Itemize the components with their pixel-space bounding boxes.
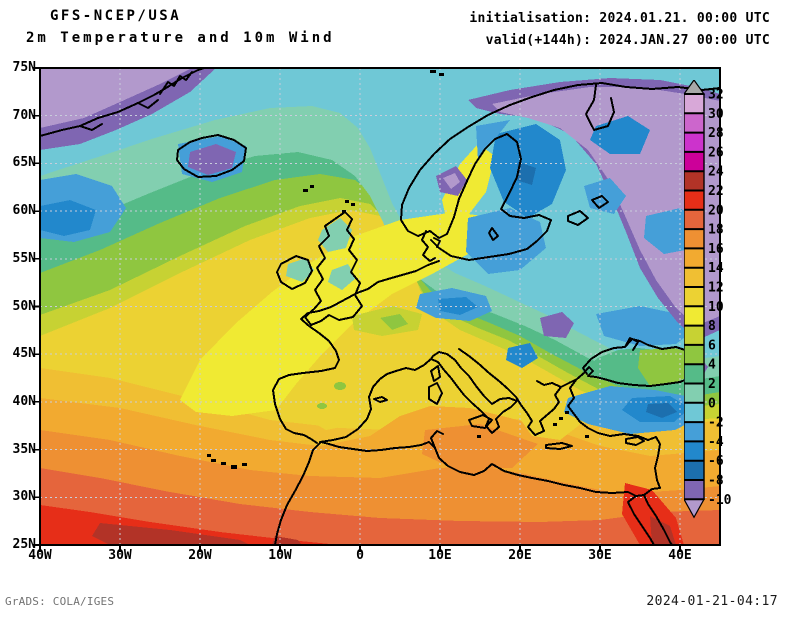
colorbar-over-arrow [684,80,704,94]
colorbar-tick-label: -10 [708,493,732,508]
lat-tick-label: 60N [2,204,36,218]
colorbar-segment [684,133,704,152]
lon-tick-label: 30W [98,549,142,563]
lat-tick-label: 50N [2,300,36,314]
colorbar-segment [684,461,704,480]
colorbar-under-arrow [684,499,704,517]
lon-tick-label: 40E [658,549,702,563]
colorbar-segment [684,152,704,171]
colorbar-segment [684,94,704,113]
init-time: initialisation: 2024.01.21. 00:00 UTC [469,11,770,26]
lon-tick-label: 20W [178,549,222,563]
lat-tick-label: 55N [2,252,36,266]
colorbar-tick-label: 0 [708,396,716,411]
page-subtitle: 2m Temperature and 10m Wind [26,30,335,46]
colorbar-segment [684,441,704,460]
colorbar-segment [684,384,704,403]
colorbar-tick-label: 32 [708,88,724,103]
lat-tick-label: 75N [2,61,36,75]
colorbar-tick-label: 28 [708,126,724,141]
lat-tick-label: 35N [2,443,36,457]
colorbar-segment [684,113,704,132]
colorbar-tick-label: 22 [708,184,724,199]
lon-tick-label: 10W [258,549,302,563]
colorbar-tick-label: 30 [708,107,724,122]
lon-tick-label: 30E [578,549,622,563]
colorbar-segment [684,345,704,364]
colorbar-tick-label: 10 [708,300,724,315]
temperature-colorbar: 32302826242220181614121086420-2-4-6-8-10 [684,80,738,532]
colorbar-segment [684,191,704,210]
colorbar-tick-label: 16 [708,242,724,257]
lat-tick-label: 65N [2,156,36,170]
map-canvas [30,64,730,556]
lon-tick-label: 20E [498,549,542,563]
grads-credit: GrADS: COLA/IGES [5,595,114,608]
weather-map-figure: GFS-NCEP/USA 2m Temperature and 10m Wind… [0,0,800,618]
lon-tick-label: 0 [338,549,382,563]
colorbar-tick-label: -2 [708,416,724,431]
lon-tick-label: 10E [418,549,462,563]
colorbar-tick-label: 12 [708,281,724,296]
lat-tick-label: 30N [2,490,36,504]
lat-tick-label: 45N [2,347,36,361]
colorbar-tick-label: 6 [708,338,716,353]
valid-time: valid(+144h): 2024.JAN.27 00:00 UTC [486,33,770,48]
colorbar-segment [684,210,704,229]
colorbar-tick-label: 4 [708,358,716,373]
lat-tick-label: 70N [2,109,36,123]
colorbar-segment [684,268,704,287]
colorbar-tick-label: 14 [708,261,724,276]
colorbar-segment [684,326,704,345]
colorbar-tick-label: -8 [708,474,724,489]
page-title: GFS-NCEP/USA [50,8,181,24]
colorbar-segment [684,287,704,306]
colorbar-tick-label: -4 [708,435,724,450]
colorbar-tick-label: 20 [708,203,724,218]
colorbar-tick-label: 2 [708,377,716,392]
colorbar-segment [684,229,704,248]
colorbar-tick-label: 18 [708,223,724,238]
colorbar-tick-label: 8 [708,319,716,334]
lat-tick-label: 40N [2,395,36,409]
colorbar-segment [684,480,704,499]
colorbar-tick-label: 26 [708,145,724,160]
colorbar-segment [684,403,704,422]
colorbar-segment [684,248,704,267]
colorbar-segment [684,364,704,383]
generation-timestamp: 2024-01-21-04:17 [646,594,778,609]
colorbar-tick-label: -6 [708,454,724,469]
colorbar-segment [684,306,704,325]
forecast-times: initialisation: 2024.01.21. 00:00 UTC val… [469,8,770,52]
colorbar-tick-label: 24 [708,165,724,180]
colorbar-segment [684,171,704,190]
colorbar-segment [684,422,704,441]
lon-tick-label: 40W [18,549,62,563]
